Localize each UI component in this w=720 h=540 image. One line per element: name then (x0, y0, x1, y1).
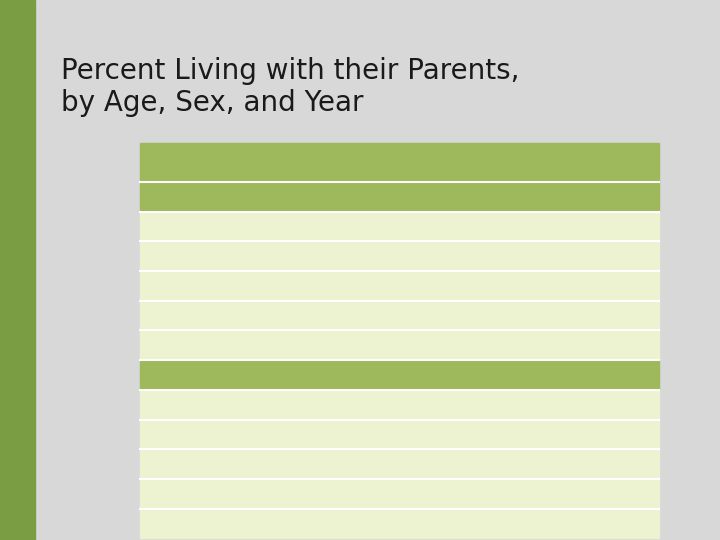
Text: 8: 8 (582, 457, 590, 471)
Text: 15: 15 (578, 249, 594, 263)
Text: 8: 8 (582, 428, 590, 441)
Text: Men: Men (149, 190, 179, 204)
Text: 11: 11 (578, 220, 594, 233)
Text: 47: 47 (431, 428, 446, 441)
Text: 10: 10 (578, 487, 594, 501)
Text: 15: 15 (578, 309, 594, 322)
Text: Percent Living with their Parents,: Percent Living with their Parents, (61, 57, 520, 85)
Text: 48: 48 (431, 487, 446, 501)
Text: 2002: 2002 (149, 279, 181, 293)
Text: 46: 46 (431, 457, 446, 471)
Text: 56: 56 (431, 309, 446, 322)
Text: 35: 35 (431, 398, 446, 411)
Text: 50: 50 (431, 517, 446, 530)
Text: 14: 14 (578, 279, 594, 293)
Text: 1960: 1960 (149, 220, 181, 233)
Text: by Age, Sex, and Year: by Age, Sex, and Year (61, 89, 364, 117)
Text: 2002: 2002 (149, 457, 181, 471)
Text: Ages 25–34: Ages 25–34 (544, 156, 629, 169)
Text: 2008: 2008 (149, 309, 181, 322)
Text: 10: 10 (578, 517, 594, 530)
Text: 52: 52 (431, 220, 446, 233)
Text: 2011: 2011 (149, 517, 181, 530)
Text: 2011: 2011 (149, 339, 181, 352)
Text: 2008: 2008 (149, 487, 181, 501)
Text: 1995: 1995 (149, 428, 181, 441)
Text: Women: Women (149, 368, 201, 382)
Text: 1995: 1995 (149, 249, 181, 263)
Text: 7: 7 (582, 398, 590, 411)
Text: 58: 58 (431, 249, 446, 263)
Text: 19: 19 (578, 339, 594, 352)
Text: 55: 55 (431, 279, 446, 293)
Text: Ages 18–24: Ages 18–24 (396, 156, 481, 169)
Text: 59: 59 (431, 339, 446, 352)
Text: 1960: 1960 (149, 398, 181, 411)
